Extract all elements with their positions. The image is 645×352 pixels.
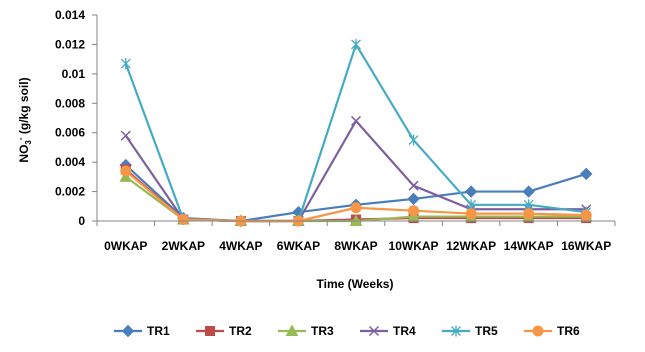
legend-label: TR6 <box>557 324 580 338</box>
data-point-tr1 <box>407 192 420 206</box>
series-layer <box>119 38 593 228</box>
series-tr5 <box>120 38 592 227</box>
data-point-tr6 <box>580 209 592 221</box>
legend-marker <box>368 325 380 337</box>
x-tick-label: 0WKAP <box>104 239 147 253</box>
y-tick-label: 0.014 <box>55 8 85 22</box>
data-point-tr6 <box>465 208 477 220</box>
x-tick-label: 4WKAP <box>219 239 262 253</box>
legend-marker <box>532 325 544 337</box>
y-axis-title-main: NO <box>17 145 31 163</box>
legend-marker <box>121 324 135 338</box>
legend-marker <box>205 326 215 336</box>
legend-item-tr6: TR6 <box>524 324 580 338</box>
legend-label: TR3 <box>311 324 334 338</box>
legend-marker <box>451 325 461 337</box>
data-point-tr6 <box>408 205 420 217</box>
legend: TR1 TR2 TR3 TR4 TR5 TR6 <box>114 324 580 338</box>
y-tick-label: 0.002 <box>55 185 85 199</box>
x-tick-label: 2WKAP <box>162 239 205 253</box>
data-point-tr5 <box>120 58 131 70</box>
x-tick-label: 10WKAP <box>389 239 439 253</box>
y-tick-label: 0 <box>78 214 85 228</box>
y-axis: 0 0.002 0.004 0.006 0.008 0.01 0.012 0.014 <box>55 8 98 228</box>
legend-label: TR4 <box>393 324 416 338</box>
x-tick-label: 12WKAP <box>446 239 496 253</box>
x-tick-label: 8WKAP <box>334 239 377 253</box>
legend-marker <box>285 324 299 336</box>
data-point-tr4 <box>350 115 362 126</box>
x-tick-label: 16WKAP <box>561 239 611 253</box>
x-axis: 0WKAP 2WKAP 4WKAP 6WKAP 8WKAP 10WKAP 12WKAP 14W… <box>96 220 616 253</box>
legend-label: TR1 <box>147 324 170 338</box>
legend-label: TR5 <box>475 324 498 338</box>
data-point-tr6 <box>177 214 189 226</box>
data-point-tr5 <box>408 134 419 146</box>
data-point-tr1 <box>522 185 535 198</box>
x-axis-title: Time (Weeks) <box>317 277 394 291</box>
y-tick-label: 0.008 <box>55 96 85 110</box>
y-axis-title-sup: - <box>16 137 25 140</box>
series-line-tr6 <box>125 170 587 223</box>
y-tick-label: 0.01 <box>62 67 86 81</box>
y-axis-title-rest: (g/kg soil) <box>17 77 31 137</box>
series-tr6 <box>120 165 592 227</box>
data-point-tr4 <box>408 180 419 191</box>
legend-item-tr3: TR3 <box>278 324 334 338</box>
y-tick-label: 0.004 <box>55 155 85 169</box>
y-axis-title-sub: 3 <box>24 140 33 145</box>
data-point-tr1 <box>464 185 478 198</box>
y-tick-label: 0.006 <box>55 126 85 140</box>
x-tick-label: 14WKAP <box>504 239 554 253</box>
legend-item-tr1: TR1 <box>114 324 170 338</box>
data-point-tr6 <box>350 202 362 214</box>
data-point-tr4 <box>120 130 131 141</box>
legend-label: TR2 <box>229 324 252 338</box>
legend-item-tr2: TR2 <box>196 324 252 338</box>
x-tick-label: 6WKAP <box>277 239 320 253</box>
y-axis-title: NO3- (g/kg soil) <box>16 77 33 162</box>
data-point-tr5 <box>351 38 361 50</box>
y-tick-label: 0.012 <box>55 37 85 51</box>
series-line-tr5 <box>124 43 587 223</box>
legend-item-tr5: TR5 <box>442 324 498 338</box>
data-point-tr6 <box>120 165 132 177</box>
data-point-tr1 <box>580 167 593 181</box>
legend-item-tr4: TR4 <box>360 324 416 338</box>
data-point-tr6 <box>523 208 535 220</box>
